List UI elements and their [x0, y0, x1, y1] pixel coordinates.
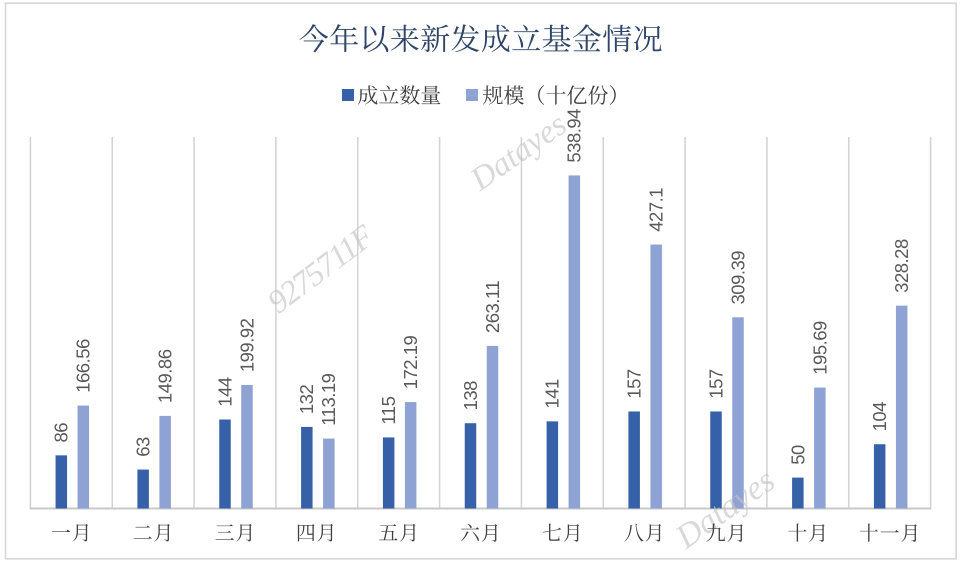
svg-text:138: 138: [460, 381, 481, 411]
svg-text:157: 157: [624, 369, 645, 399]
svg-text:427.1: 427.1: [646, 188, 667, 232]
svg-text:113.19: 113.19: [318, 373, 339, 425]
svg-text:132: 132: [296, 385, 317, 415]
svg-text:149.86: 149.86: [155, 349, 176, 403]
svg-text:538.94: 538.94: [564, 109, 585, 163]
svg-text:115: 115: [378, 396, 399, 424]
svg-text:144: 144: [214, 377, 235, 407]
svg-text:263.11: 263.11: [482, 281, 503, 333]
svg-text:141: 141: [542, 379, 563, 409]
svg-text:86: 86: [51, 423, 72, 443]
svg-text:199.92: 199.92: [236, 318, 257, 372]
svg-text:63: 63: [133, 437, 154, 457]
svg-text:157: 157: [705, 369, 726, 399]
svg-text:50: 50: [787, 445, 808, 465]
svg-text:328.28: 328.28: [891, 239, 912, 293]
svg-text:104: 104: [869, 402, 890, 432]
svg-text:166.56: 166.56: [73, 339, 94, 393]
svg-text:195.69: 195.69: [809, 321, 830, 375]
svg-text:309.39: 309.39: [727, 251, 748, 305]
svg-text:172.19: 172.19: [400, 335, 421, 389]
